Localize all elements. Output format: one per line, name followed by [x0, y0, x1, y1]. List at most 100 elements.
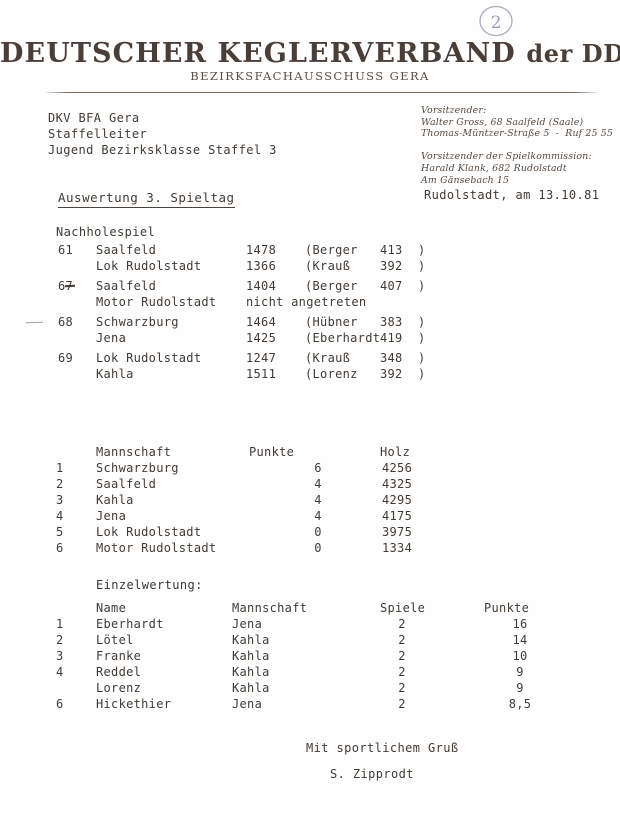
letterhead-subtitle: BEZIRKSFACHAUSSCHUSS GERA — [190, 69, 430, 83]
match-top-player-score: 392 — [380, 367, 403, 381]
match-number: 69 — [58, 351, 74, 365]
standings-points: 4 — [314, 509, 322, 523]
standings-points: 0 — [314, 525, 322, 539]
singles-games: 2 — [398, 617, 406, 631]
chair-label: Vorsitzender: — [421, 105, 487, 116]
sender-line-2: Staffelleiter — [48, 127, 148, 141]
standings-row: 3 Kahla 4 4295 — [0, 492, 620, 508]
singles-header-games: Spiele — [380, 601, 426, 615]
standings-row: 5 Lok Rudolstadt 0 3975 — [0, 524, 620, 540]
standings-rank: 2 — [56, 477, 64, 491]
standings-rank: 3 — [56, 493, 64, 507]
match-paren-close: ) — [418, 259, 426, 273]
singles-games: 2 — [398, 697, 406, 711]
singles-team: Kahla — [232, 633, 270, 647]
standings-points: 4 — [314, 477, 322, 491]
match-top-player: (Krauß — [305, 259, 351, 273]
standings-header-team: Mannschaft — [96, 445, 172, 459]
letterhead-title-main: DEUTSCHER KEGLERVERBAND — [0, 38, 516, 69]
match-top-player-score: 413 — [380, 243, 403, 257]
singles-rank: 6 — [56, 697, 64, 711]
commission-address: Am Gänsebach 15 — [421, 174, 510, 186]
standings-pins: 4256 — [382, 461, 413, 475]
standings-team: Jena — [96, 509, 127, 523]
match-top-player-score: 392 — [380, 259, 403, 273]
standings-team: Lok Rudolstadt — [96, 525, 202, 539]
singles-header-team: Mannschaft — [232, 601, 308, 615]
singles-team: Jena — [232, 617, 263, 631]
sender-line-1: DKV BFA Gera — [48, 111, 140, 125]
standings-table: Mannschaft Punkte Holz 1 Schwarzburg 6 4256 2 Sa… — [0, 444, 620, 556]
match-top-player-score: 383 — [380, 315, 403, 329]
singles-games: 2 — [398, 681, 406, 695]
standings-pins: 3975 — [382, 525, 413, 539]
page-title: Auswertung 3. Spieltag — [58, 190, 235, 208]
match-number-struck-digit: 7 — [65, 279, 74, 293]
match-top-player: (Lorenz — [305, 367, 358, 381]
singles-row: 2 Lötel Kahla 2 14 — [0, 632, 620, 648]
singles-name: Reddel — [96, 665, 142, 679]
singles-header-name: Name — [96, 601, 127, 615]
standings-points: 4 — [314, 493, 322, 507]
match-team-score: 1511 — [246, 367, 277, 381]
standings-pins: 4295 — [382, 493, 413, 507]
match-paren-close: ) — [418, 331, 426, 345]
match-top-player: (Eberhardt — [305, 331, 381, 345]
match-top-player-score: 407 — [380, 279, 403, 293]
officials-block: Vorsitzender: Walter Gross, 68 Saalfeld … — [421, 105, 613, 186]
match-group: 67 Saalfeld 1404 (Berger 407) Motor Rudolstad… — [0, 278, 620, 314]
match-row: Motor Rudolstadt nicht angetreten — [0, 294, 620, 310]
match-results-list: 61 Saalfeld 1478 (Berger 413) Lok Rudolstadt 1… — [0, 242, 620, 386]
singles-row: Lorenz Kahla 2 9 — [0, 680, 620, 696]
singles-rank: 2 — [56, 633, 64, 647]
match-row: 69 Lok Rudolstadt 1247 (Krauß 348) — [0, 350, 620, 366]
standings-pins: 1334 — [382, 541, 413, 555]
singles-table: Name Mannschaft Spiele Punkte 1 Eberhardt Jena… — [0, 600, 620, 712]
match-team-score: 1366 — [246, 259, 277, 273]
circled-page-number-annotation: 2 — [475, 4, 517, 38]
commission-label: Vorsitzender der Spielkommission: — [421, 151, 592, 163]
singles-team: Kahla — [232, 665, 270, 679]
standings-pins: 4325 — [382, 477, 413, 491]
standings-row: 2 Saalfeld 4 4325 — [0, 476, 620, 492]
singles-name: Hickethier — [96, 697, 172, 711]
singles-games: 2 — [398, 633, 406, 647]
sender-line-3: Jugend Bezirksklasse Staffel 3 — [48, 143, 277, 157]
singles-rank: 3 — [56, 649, 64, 663]
singles-points: 14 — [512, 633, 528, 647]
match-team-score: 1478 — [246, 243, 277, 257]
letterhead-title: DEUTSCHER KEGLERVERBAND der DDR — [0, 38, 620, 69]
standings-row: 4 Jena 4 4175 — [0, 508, 620, 524]
match-team-name: Saalfeld — [96, 243, 157, 257]
singles-games: 2 — [398, 649, 406, 663]
match-paren-close: ) — [418, 243, 426, 257]
match-group: 69 Lok Rudolstadt 1247 (Krauß 348) Kahla 1511 (… — [0, 350, 620, 386]
match-row: 68 Schwarzburg 1464 (Hübner 383) — [0, 314, 620, 330]
match-row: 61 Saalfeld 1478 (Berger 413) — [0, 242, 620, 258]
match-top-player-score: 348 — [380, 351, 403, 365]
place-and-date: Rudolstadt, am 13.10.81 — [424, 188, 600, 202]
match-paren-close: ) — [418, 351, 426, 365]
standings-team: Motor Rudolstadt — [96, 541, 217, 555]
match-top-player: (Krauß — [305, 351, 351, 365]
match-number: 68 — [58, 315, 74, 329]
standings-team: Schwarzburg — [96, 461, 179, 475]
match-paren-close: ) — [418, 315, 426, 329]
closing-greeting: Mit sportlichem Gruß — [306, 741, 459, 755]
singles-name: Lötel — [96, 633, 134, 647]
match-top-player-score: 419 — [380, 331, 403, 345]
standings-points: 6 — [314, 461, 322, 475]
commission-name: Harald Klank, 682 Rudolstadt — [421, 162, 567, 174]
section-label-nachholespiel: Nachholespiel — [56, 225, 156, 239]
singles-points: 9 — [516, 665, 524, 679]
singles-rank: 4 — [56, 665, 64, 679]
match-paren-close: ) — [418, 367, 426, 381]
match-team-name: Motor Rudolstadt — [96, 295, 217, 309]
sender-block: DKV BFA Gera Staffelleiter Jugend Bezirk… — [48, 110, 277, 158]
chair-name: Walter Gross, 68 Saalfeld (Saale) — [421, 116, 584, 128]
standings-header-row: Mannschaft Punkte Holz — [0, 444, 620, 460]
singles-row: 4 Reddel Kahla 2 9 — [0, 664, 620, 680]
match-top-player: (Berger — [305, 243, 358, 257]
singles-points: 16 — [512, 617, 528, 631]
